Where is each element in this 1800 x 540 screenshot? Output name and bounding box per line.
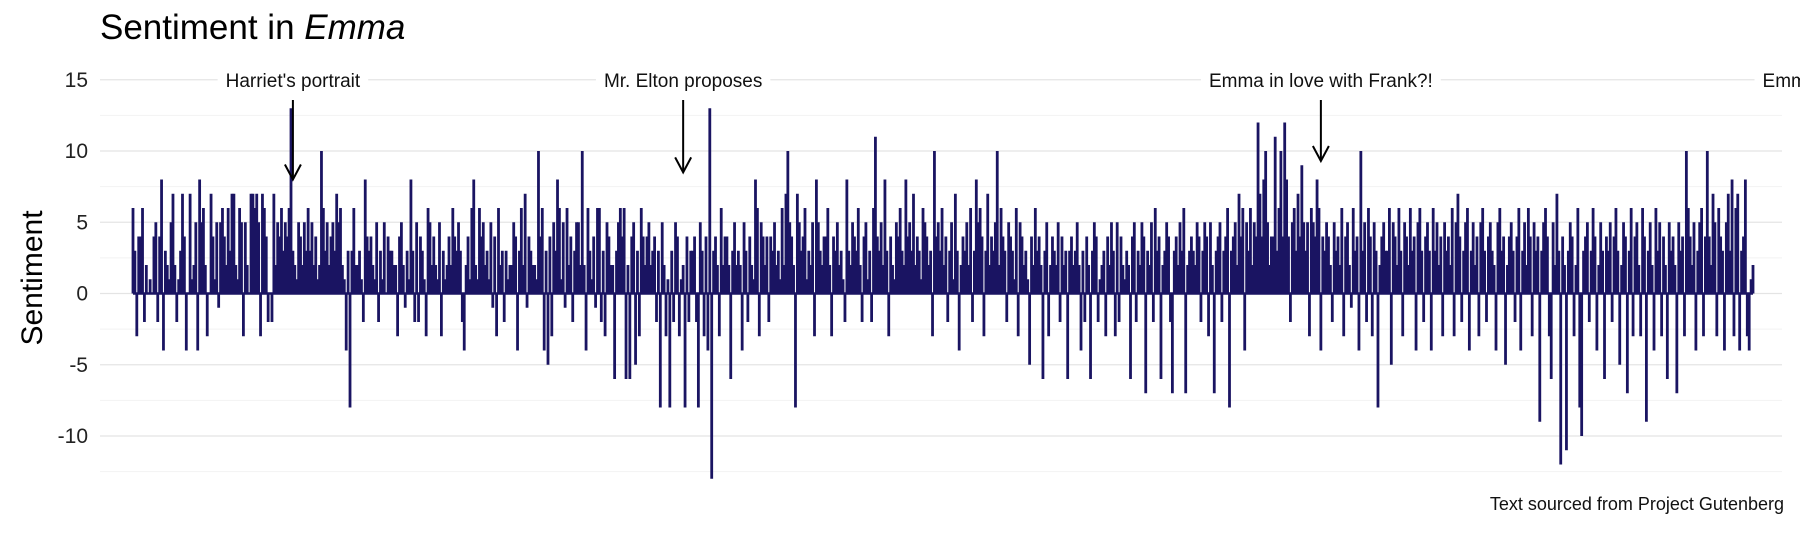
annotation-label-background [1200,69,1441,93]
y-tick-label: 5 [76,211,88,234]
y-tick-label: -5 [69,354,88,377]
annotation-arrow-head [674,156,693,175]
sentiment-bars [131,108,1755,479]
annotations: Harriet's portrait Mr. Elton proposes Emma… [217,69,1800,182]
y-tick-label: 0 [76,283,88,306]
y-tick-label: -10 [58,425,88,448]
annotation-arrow-head [1311,145,1330,164]
y-tick-label: 10 [65,140,88,163]
annotation-label-background [217,69,369,93]
chart-title: Sentiment in Emma [100,8,405,48]
chart-caption: Text sourced from Project Gutenberg [1489,494,1784,514]
chart-title-prefix: Sentiment in [100,8,305,47]
y-tick-label: 15 [65,69,88,92]
annotation-label: Mr. Elton proposes [604,71,762,92]
annotation-arrow-head [284,164,302,182]
y-axis-ticks: -10 -5 0 5 10 15 [58,69,88,448]
annotation-label: Harriet's portrait [226,71,361,92]
annotation-label: Emma in love with Frank?! [1209,71,1433,92]
annotation-label-background [595,69,771,93]
annotation-label-background [1754,69,1800,93]
chart-title-italic: Emma [304,8,406,47]
annotation-label: Emma is a jerk [1763,71,1800,92]
y-axis-label: Sentiment [16,210,49,346]
